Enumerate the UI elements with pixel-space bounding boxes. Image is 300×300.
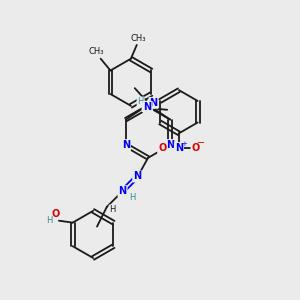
Text: H: H bbox=[46, 216, 52, 225]
Text: CH₃: CH₃ bbox=[131, 34, 146, 43]
Text: N: N bbox=[149, 98, 158, 108]
Text: N: N bbox=[133, 172, 141, 182]
Text: N: N bbox=[144, 102, 152, 112]
Text: CH₃: CH₃ bbox=[88, 47, 103, 56]
Text: O: O bbox=[191, 143, 200, 153]
Text: +: + bbox=[181, 141, 187, 147]
Text: O: O bbox=[52, 209, 60, 219]
Text: O: O bbox=[158, 143, 166, 153]
Text: H: H bbox=[129, 193, 136, 202]
Text: N: N bbox=[166, 140, 174, 150]
Text: N: N bbox=[175, 143, 183, 153]
Text: −: − bbox=[197, 138, 206, 148]
Text: H: H bbox=[110, 206, 116, 214]
Text: N: N bbox=[143, 102, 152, 112]
Text: N: N bbox=[118, 186, 127, 196]
Text: H: H bbox=[142, 102, 149, 111]
Text: H: H bbox=[137, 98, 144, 106]
Text: N: N bbox=[122, 140, 130, 150]
